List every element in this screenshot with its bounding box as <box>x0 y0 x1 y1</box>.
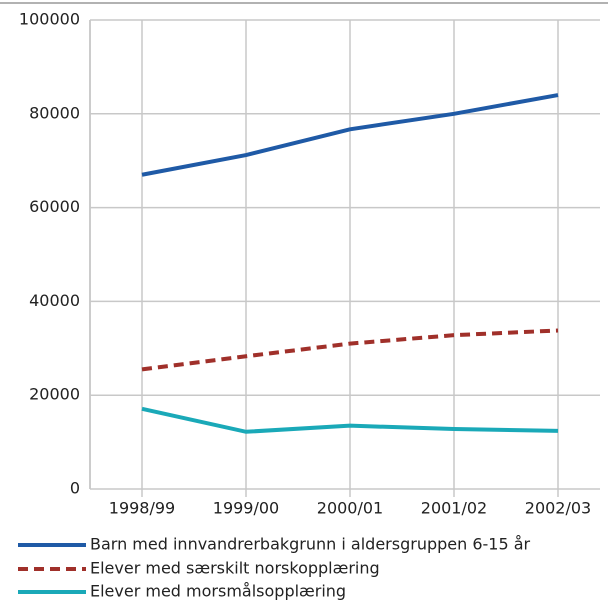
y-tick-label: 60000 <box>29 197 80 216</box>
series-line <box>141 406 559 434</box>
x-tick-label: 2002/03 <box>525 499 591 518</box>
legend-label: Elever med særskilt norskopplæring <box>90 559 380 578</box>
legend-label: Elever med morsmålsopplæring <box>90 582 346 601</box>
x-tick-label: 1999/00 <box>213 499 279 518</box>
y-tick-label: 20000 <box>29 385 80 404</box>
x-tick-label: 2001/02 <box>421 499 487 518</box>
y-tick-label: 40000 <box>29 291 80 310</box>
y-tick-label: 100000 <box>19 10 80 29</box>
series-line <box>141 328 559 372</box>
series-line <box>141 93 559 177</box>
x-tick-label: 2000/01 <box>317 499 383 518</box>
legend-label: Barn med innvandrerbakgrunn i aldersgrup… <box>90 535 531 554</box>
x-tick-label: 1998/99 <box>109 499 175 518</box>
y-tick-label: 80000 <box>29 103 80 122</box>
y-tick-label: 0 <box>70 479 80 498</box>
